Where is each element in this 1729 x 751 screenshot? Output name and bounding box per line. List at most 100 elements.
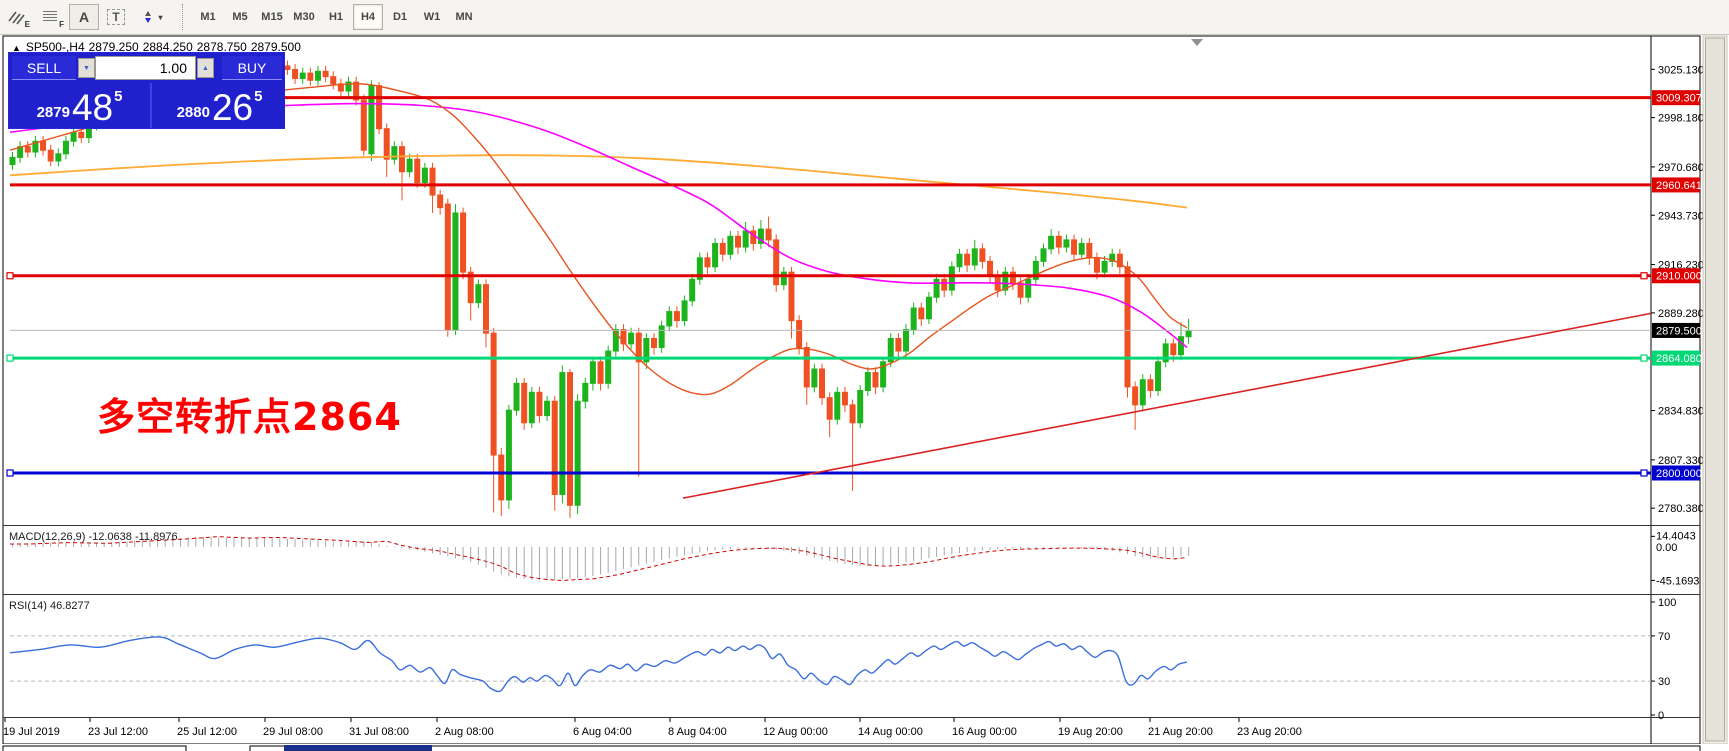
- toolbar-separator: [182, 4, 184, 30]
- buy-price-prefix: 2880: [176, 104, 210, 121]
- cursor-mode-button[interactable]: A: [69, 4, 99, 30]
- candle-body: [40, 140, 47, 151]
- candle-body: [1048, 235, 1055, 250]
- vertical-scrollbar-thumb[interactable]: [1705, 37, 1725, 742]
- date-axis-label: 23 Jul 12:00: [88, 726, 148, 738]
- timeframe-h1-button[interactable]: H1: [328, 11, 344, 23]
- candle-body: [330, 76, 337, 85]
- f-sub-label: F: [59, 20, 64, 29]
- candle-body: [1086, 242, 1093, 259]
- sell-price-button[interactable]: 2879 48 5: [9, 83, 152, 128]
- candle-body: [841, 391, 848, 406]
- sell-price-pips: 48: [71, 87, 114, 128]
- data-window-button[interactable]: F: [35, 4, 67, 30]
- trend-line[interactable]: [682, 312, 1652, 499]
- price-axis-label: 3025.130: [1658, 64, 1704, 76]
- macd-indicator-label: MACD(12,26,9) -12.0638 -11.8976: [9, 531, 178, 543]
- date-axis-label: 31 Jul 08:00: [349, 726, 409, 738]
- rsi-line: [9, 636, 1188, 693]
- price-badge-label: 2960.641: [1656, 180, 1702, 192]
- candle-body: [32, 140, 39, 153]
- price-badge-black: [1652, 322, 1700, 338]
- candle-body: [559, 372, 566, 496]
- ma-slow-line: [9, 154, 1188, 209]
- candle-body: [681, 300, 688, 322]
- candle-body: [505, 409, 512, 501]
- candle-body: [1132, 386, 1139, 406]
- candle-body: [353, 81, 360, 101]
- macd-scale-max: 14.4043: [1656, 530, 1696, 542]
- volume-decrease-button[interactable]: ▼: [78, 58, 95, 78]
- candle-body: [948, 266, 955, 291]
- sell-price-fraction: 5: [114, 88, 123, 105]
- chart-window-border: [2, 35, 1701, 745]
- candle-body: [429, 167, 436, 196]
- candle-body: [895, 338, 902, 352]
- price-badge-label: 2910.000: [1656, 271, 1702, 283]
- candle-body: [1116, 253, 1123, 268]
- candle-body: [467, 271, 474, 304]
- expert-sub-label: E: [24, 20, 30, 29]
- timeframe-m1-button[interactable]: M1: [200, 11, 216, 23]
- line-anchor-square[interactable]: [1640, 469, 1648, 477]
- collapse-triangle-icon: ▲: [12, 43, 21, 53]
- candle-body: [24, 146, 31, 153]
- timeframe-mn-button[interactable]: MN: [455, 11, 473, 23]
- candle-body: [612, 329, 619, 352]
- ma-mid-line: [9, 102, 1188, 349]
- line-anchor-square[interactable]: [6, 272, 14, 280]
- chart-text-annotation: 多空转折点2864: [97, 395, 402, 439]
- timeframe-m5-button[interactable]: M5: [232, 11, 248, 23]
- macd-signal-line: [10, 536, 1187, 581]
- candle-body: [918, 307, 925, 320]
- candle-body: [376, 85, 383, 130]
- macd-scale-zero: 0.00: [1656, 542, 1677, 554]
- hatch-lines-icon: [8, 11, 25, 25]
- candle-body: [834, 391, 841, 420]
- candle-body: [1177, 336, 1184, 356]
- candle-body: [62, 140, 69, 155]
- volume-input[interactable]: [95, 56, 196, 80]
- candle-body: [742, 230, 749, 248]
- candle-body: [292, 69, 299, 79]
- candle-body: [47, 149, 54, 162]
- line-anchor-square[interactable]: [6, 469, 14, 477]
- candle-body: [70, 131, 77, 142]
- candle-body: [704, 257, 711, 268]
- line-anchor-square[interactable]: [1640, 354, 1648, 362]
- line-anchor-square[interactable]: [6, 354, 14, 362]
- timeframe-w1-button[interactable]: W1: [423, 11, 441, 23]
- candle-body: [1109, 253, 1116, 262]
- background-window-edge: [2, 745, 187, 751]
- timeframe-m30-button[interactable]: M30: [293, 11, 315, 23]
- timeframe-d1-button[interactable]: D1: [392, 11, 408, 23]
- timeframe-m15-button[interactable]: M15: [261, 11, 283, 23]
- candle-body: [482, 284, 489, 334]
- volume-increase-button[interactable]: ▲: [197, 58, 214, 78]
- timeframe-h4-button[interactable]: H4: [353, 4, 383, 30]
- candle-body: [368, 85, 375, 155]
- date-axis-label: 21 Aug 20:00: [1148, 726, 1213, 738]
- date-axis-label: 19 Jul 2019: [3, 726, 60, 738]
- arrow-style-button[interactable]: ▾: [133, 4, 171, 30]
- text-label-tool-button[interactable]: T: [101, 4, 131, 30]
- candle-body: [696, 257, 703, 280]
- chart-shift-marker-icon[interactable]: [1191, 39, 1203, 46]
- background-window-title[interactable]: [284, 745, 432, 751]
- candle-body: [9, 156, 16, 166]
- price-badge-red: [1652, 90, 1700, 106]
- candle-body: [299, 72, 306, 79]
- candle-body: [528, 391, 535, 424]
- ohlc-close: 2879.500: [250, 40, 301, 54]
- buy-price-button[interactable]: 2880 26 5: [154, 83, 285, 128]
- rsi-scale-label: 30: [1658, 676, 1670, 688]
- indicators-button[interactable]: E: [1, 4, 33, 30]
- line-anchor-square[interactable]: [1640, 272, 1648, 280]
- sell-button[interactable]: SELL: [12, 56, 76, 80]
- rsi-indicator-label: RSI(14) 46.8277: [9, 600, 90, 612]
- candle-body: [1101, 260, 1108, 273]
- candle-body: [757, 228, 764, 244]
- buy-button[interactable]: BUY: [222, 56, 282, 80]
- candle-body: [314, 70, 321, 81]
